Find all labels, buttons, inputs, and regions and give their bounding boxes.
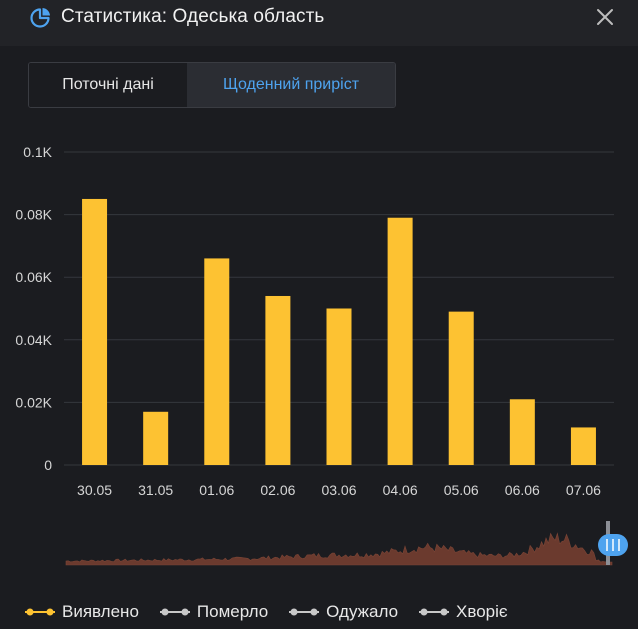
chart-legend: Виявлено Померло Одужало Хворіє bbox=[24, 600, 528, 624]
x-tick-label: 02.06 bbox=[260, 482, 295, 498]
legend-label-deceased: Померло bbox=[196, 602, 269, 621]
pie-chart-icon bbox=[30, 8, 50, 28]
bar[interactable] bbox=[82, 198, 108, 465]
legend-label-sick: Хворіє bbox=[456, 602, 508, 621]
x-tick-label: 30.05 bbox=[77, 482, 112, 498]
y-tick-label: 0.06K bbox=[15, 269, 52, 285]
legend-label-recovered: Одужало bbox=[326, 602, 399, 621]
x-tick-label: 04.06 bbox=[383, 482, 418, 498]
tab-current-data[interactable]: Поточні дані bbox=[29, 63, 187, 107]
header-bar: Статистика: Одеська область bbox=[0, 0, 638, 46]
y-tick-label: 0 bbox=[44, 457, 52, 473]
x-tick-label: 06.06 bbox=[505, 482, 540, 498]
legend-item-detected[interactable]: Виявлено bbox=[24, 602, 139, 622]
x-tick-label: 05.06 bbox=[444, 482, 479, 498]
legend-marker-icon bbox=[25, 608, 55, 616]
legend-marker-icon bbox=[419, 608, 450, 616]
y-tick-label: 0.1K bbox=[23, 144, 52, 160]
bar[interactable] bbox=[326, 308, 352, 466]
x-tick-label: 07.06 bbox=[566, 482, 601, 498]
x-tick-label: 01.06 bbox=[199, 482, 234, 498]
navigator-area bbox=[65, 532, 613, 566]
x-tick-label: 31.05 bbox=[138, 482, 173, 498]
tab-group: Поточні дані Щоденний приріст bbox=[28, 62, 396, 108]
tab-daily-increase[interactable]: Щоденний приріст bbox=[187, 63, 395, 107]
page-title: Статистика: Одеська область bbox=[61, 6, 325, 27]
y-tick-label: 0.08K bbox=[15, 207, 52, 223]
bar[interactable] bbox=[143, 411, 169, 465]
legend-label-detected: Виявлено bbox=[62, 602, 139, 621]
bar[interactable] bbox=[448, 311, 474, 465]
bar[interactable] bbox=[570, 427, 596, 465]
x-tick-label: 03.06 bbox=[321, 482, 356, 498]
bar[interactable] bbox=[265, 295, 291, 465]
bar[interactable] bbox=[204, 258, 230, 465]
bar-chart: 0 0.02K 0.04K 0.06K 0.08K 0.1K 30.05 31.05 01.06… bbox=[15, 144, 628, 566]
legend-marker-icon bbox=[159, 608, 190, 616]
bar[interactable] bbox=[509, 399, 535, 465]
y-tick-label: 0.02K bbox=[15, 394, 52, 410]
legend-item-deceased[interactable]: Померло bbox=[159, 602, 268, 622]
legend-item-recovered[interactable]: Одужало bbox=[288, 602, 398, 622]
y-tick-label: 0.04K bbox=[15, 332, 52, 348]
legend-item-sick[interactable]: Хворіє bbox=[418, 602, 508, 622]
bar[interactable] bbox=[387, 217, 413, 465]
legend-marker-icon bbox=[289, 608, 320, 616]
close-icon[interactable] bbox=[594, 6, 616, 28]
